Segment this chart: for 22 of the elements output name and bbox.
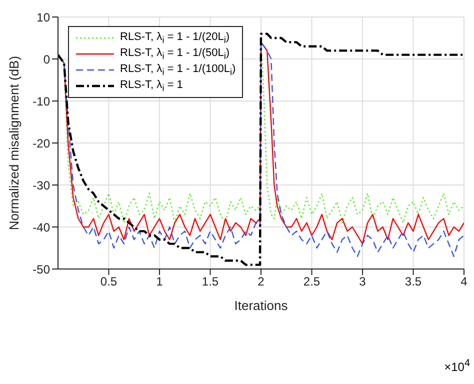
legend-label: RLS-T, λ$_{i}$ = 1 - 1/(20L$_{i}$) — [120, 30, 230, 46]
x-tick-label: 3 — [359, 274, 366, 289]
y-tick-label: 10 — [36, 10, 50, 24]
y-tick-label: -10 — [32, 94, 50, 108]
y-tick-label: -30 — [32, 178, 50, 192]
x-tick-label: 3.5 — [404, 274, 422, 289]
x-tick-label: 0.5 — [100, 274, 118, 289]
x-tick-label: 2.5 — [303, 274, 320, 289]
y-tick-label: -50 — [32, 262, 50, 276]
y-axis-title: Normalized misalignment (dB) — [6, 56, 22, 230]
legend-label: RLS-T, λ$_{i}$ = 1 - 1/(100L$_{i}$) — [120, 62, 236, 78]
text: ×10$^{4}$ — [444, 358, 470, 374]
x-tick-label: 2 — [258, 274, 265, 289]
x-tick-label: 1 — [156, 274, 164, 289]
x-tick-label: 4 — [460, 274, 468, 289]
x-axis-title: Iterations — [234, 298, 288, 313]
legend-label: RLS-T, λ$_{i}$ = 1 — [120, 78, 183, 94]
y-tick-label: -40 — [32, 220, 50, 234]
legend-label: RLS-T, λ$_{i}$ = 1 - 1/(50L$_{i}$) — [120, 46, 230, 62]
y-tick-label: 0 — [43, 52, 50, 66]
y-tick-label: -20 — [32, 136, 50, 150]
x-tick-label: 1.5 — [202, 274, 219, 289]
